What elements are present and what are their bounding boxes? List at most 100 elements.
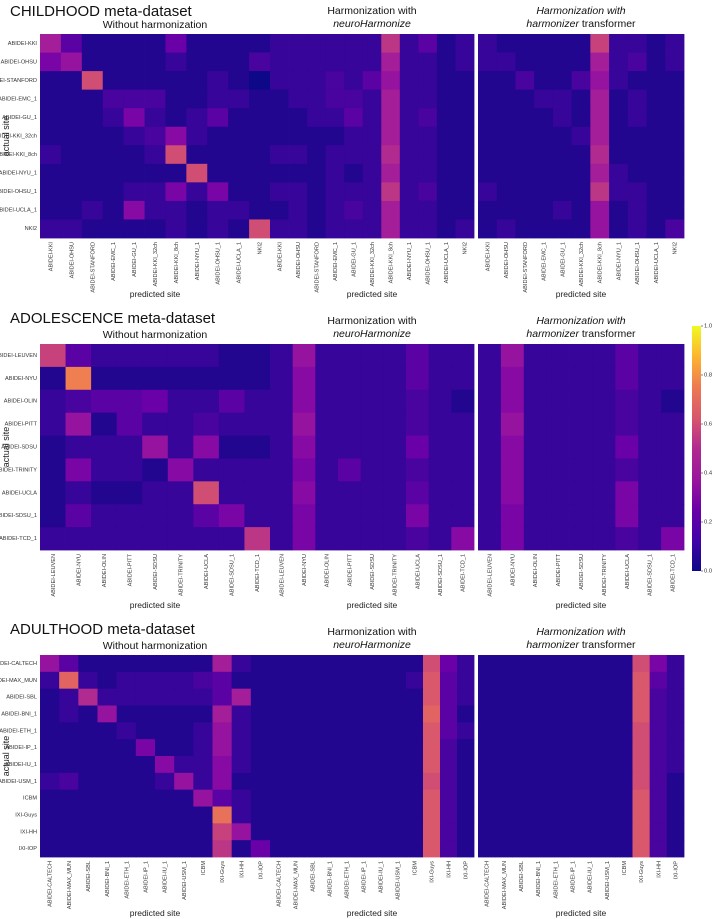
heatmap-cell [552,145,573,165]
heatmap-cell [142,412,169,436]
heatmap-cell [571,200,591,220]
heatmap-cell [155,705,175,723]
heatmap-cell [59,840,79,858]
x-tick-label: ABIDEI-PITT [127,553,133,586]
heatmap-cell [155,739,175,757]
heatmap-cell [174,688,194,706]
x-tick-label: ABIDEI-USM_1 [396,861,402,900]
heatmap-cell [423,806,441,824]
heatmap-cell [78,806,98,824]
heatmap-cell [512,806,530,824]
heatmap-cell [212,756,233,774]
heatmap-cell [135,840,156,858]
x-tick-label: ABIDEI-OHSU_1 [216,242,222,285]
heatmap-cell [40,89,62,109]
heatmap-cell [546,435,570,459]
heatmap-cell [646,219,666,239]
heatmap-cell [523,344,548,368]
heatmap-cell [60,126,83,146]
heatmap-cell [362,108,382,128]
heatmap-cell [193,722,213,740]
colorbar-tick-label: 0.4 [704,471,713,477]
heatmap-cell [457,756,475,774]
x-tick-label: ABIDEI-IP_1 [143,861,149,893]
heatmap-cell [598,756,616,774]
heatmap-cell [186,52,208,72]
heatmap-cell [665,126,685,146]
heatmap-cell [571,34,591,53]
heatmap-cell [615,344,639,368]
heatmap-cell [193,739,213,757]
heatmap-cell [315,389,339,414]
heatmap-cell [355,806,373,824]
heatmap-cell [228,219,250,239]
heatmap-cell [207,145,229,165]
heatmap-cell [270,806,288,824]
heatmap-cell [78,739,98,757]
heatmap-cell [186,89,208,109]
heatmap-cell [362,71,382,91]
heatmap-cell [418,163,438,183]
heatmap-cell [360,504,384,528]
x-tick-label: ABIDEI-TCD_1 [255,554,261,592]
heatmap-cell [362,126,382,146]
heatmap-cell [344,182,364,202]
heatmap-cell [321,806,339,824]
heatmap-cell [59,655,79,673]
heatmap-cell [249,182,271,202]
x-tick-label: ABIDEI-UCLA [204,554,210,589]
heatmap-cell [455,163,475,183]
heatmap-cell [372,840,390,858]
heatmap-cell [389,823,407,841]
heatmap-cell [218,435,245,459]
heatmap-cell [615,772,633,791]
heatmap-cell [287,772,305,791]
heatmap-cell [661,458,685,482]
heatmap-cell [571,182,591,202]
heatmap-cell [304,705,322,723]
heatmap-cell [207,108,229,128]
x-tick-label: ABIDEI-MAX_MUN [502,861,508,909]
heatmap-cell [174,722,194,740]
heatmap-cell [193,789,213,807]
heatmap-cell [646,145,666,165]
heatmap-cell [646,34,666,53]
heatmap-cell [40,504,66,528]
heatmap-cell [244,504,271,528]
heatmap-cell [418,182,438,202]
heatmap-cell [102,52,125,72]
heatmap-cell [457,772,475,791]
x-tick-label: ICBM [413,861,419,875]
heatmap-cell [102,89,125,109]
x-tick-label: ABIDEI-TCD_1 [461,554,467,592]
heatmap-cell [91,366,118,391]
heatmap-cell [399,145,419,165]
x-tick-label: ABIDEI-IU_1 [588,861,594,893]
heatmap-cell [495,705,513,723]
heatmap-cell [389,739,407,757]
heatmap-cell [135,789,156,807]
heatmap-cell [546,840,565,858]
heatmap-cell [418,108,438,128]
heatmap-cell [270,739,288,757]
heatmap-cell [451,412,475,436]
heatmap-cell [661,344,685,368]
heatmap-cell [360,389,384,414]
heatmap-cell [321,756,339,774]
heatmap-cell [250,739,271,757]
heatmap-cell [325,200,345,220]
x-tick-label: ABIDEI-IP_1 [362,861,368,893]
x-tick-label: ABIDEI-NYU_1 [617,242,623,280]
heatmap-cell [399,34,419,53]
heatmap-cell [649,739,668,757]
heatmap-cell [307,163,327,183]
heatmap-cell [500,481,525,505]
heatmap-cell [288,145,308,165]
heatmap-cell [321,772,339,791]
heatmap-cell [546,823,565,841]
heatmap-cell [218,527,245,551]
y-tick-label: ABIDEI-GU_1 [2,115,37,121]
heatmap-cell [155,756,175,774]
x-tick-label: ABIDEI-BNI_1 [328,861,334,897]
heatmap-cell [78,756,98,774]
